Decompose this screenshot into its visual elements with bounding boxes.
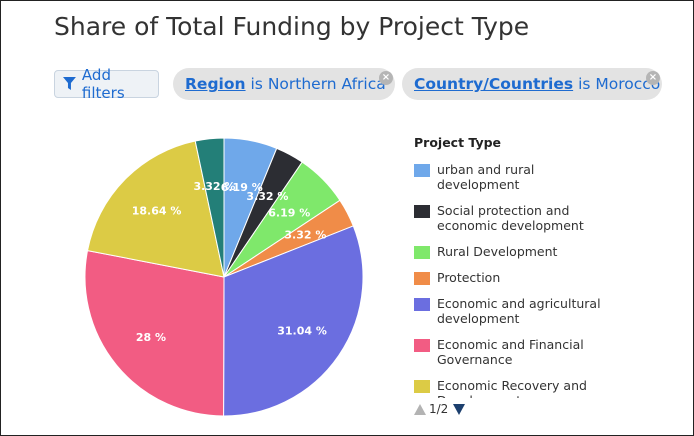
filter-chip-region[interactable]: Region is Northern Africa × xyxy=(173,68,395,100)
legend-item[interactable]: Economic and agricultural development xyxy=(414,296,607,326)
page-down-icon[interactable] xyxy=(453,403,466,415)
legend-label: Economic Recovery and Development xyxy=(437,378,587,398)
legend: urban and rural development Social protec… xyxy=(414,160,614,398)
legend-label: Social protection and economic developme… xyxy=(437,203,584,233)
slice-data-label: 28 % xyxy=(136,331,166,344)
legend-title: Project Type xyxy=(414,135,502,150)
close-icon[interactable]: × xyxy=(379,71,393,85)
legend-item[interactable]: Protection xyxy=(414,270,607,285)
slice-data-label: 31.04 % xyxy=(277,324,327,337)
legend-item[interactable]: Economic Recovery and Development xyxy=(414,378,607,398)
slice-data-label: 3.32 % xyxy=(193,180,235,193)
pie-slice[interactable] xyxy=(223,225,364,417)
legend-label: Economic and Financial Governance xyxy=(437,337,584,367)
pie-slice[interactable] xyxy=(86,140,225,278)
pie-slice[interactable] xyxy=(194,137,225,278)
pie-slice[interactable] xyxy=(84,249,225,417)
filter-chip-value: Northern Africa xyxy=(267,75,386,93)
legend-swatch xyxy=(414,298,430,311)
legend-swatch xyxy=(414,272,430,285)
filter-chip-connector: is xyxy=(578,75,591,93)
legend-item[interactable]: Rural Development xyxy=(414,244,607,259)
legend-label: urban and rural development xyxy=(437,162,535,192)
legend-label: Economic and agricultural development xyxy=(437,296,601,326)
legend-swatch xyxy=(414,380,430,393)
legend-label: Rural Development xyxy=(437,244,558,259)
legend-swatch xyxy=(414,205,430,218)
legend-item[interactable]: urban and rural development xyxy=(414,162,607,192)
legend-page-number: 1/2 xyxy=(429,402,449,416)
slice-data-label: 3.32 % xyxy=(246,190,288,203)
slice-data-label: 6.19 % xyxy=(268,207,310,220)
add-filters-label: Add filters xyxy=(81,66,125,102)
page-up-icon[interactable] xyxy=(414,403,426,415)
chart-title: Share of Total Funding by Project Type xyxy=(54,12,530,41)
add-filters-button[interactable]: Add filters xyxy=(54,66,159,102)
legend-item[interactable]: Social protection and economic developme… xyxy=(414,203,607,233)
legend-item[interactable]: Economic and Financial Governance xyxy=(414,337,607,367)
legend-swatch xyxy=(414,339,430,352)
filter-chip-key: Region xyxy=(185,75,246,93)
legend-swatch xyxy=(414,246,430,259)
slice-data-label: 6.19 % xyxy=(221,181,263,194)
filter-chip-key: Country/Countries xyxy=(414,75,574,93)
filter-chip-connector: is xyxy=(250,75,263,93)
legend-label: Protection xyxy=(437,270,501,285)
slice-data-label: 18.64 % xyxy=(132,205,182,218)
filter-icon xyxy=(63,77,76,90)
filter-chip-country[interactable]: Country/Countries is Morocco × xyxy=(402,68,662,100)
close-icon[interactable]: × xyxy=(646,71,660,85)
slice-data-label: 3.32 % xyxy=(284,229,326,242)
legend-swatch xyxy=(414,164,430,177)
legend-pager: 1/2 xyxy=(414,402,466,416)
filter-chip-value: Morocco xyxy=(595,75,661,93)
